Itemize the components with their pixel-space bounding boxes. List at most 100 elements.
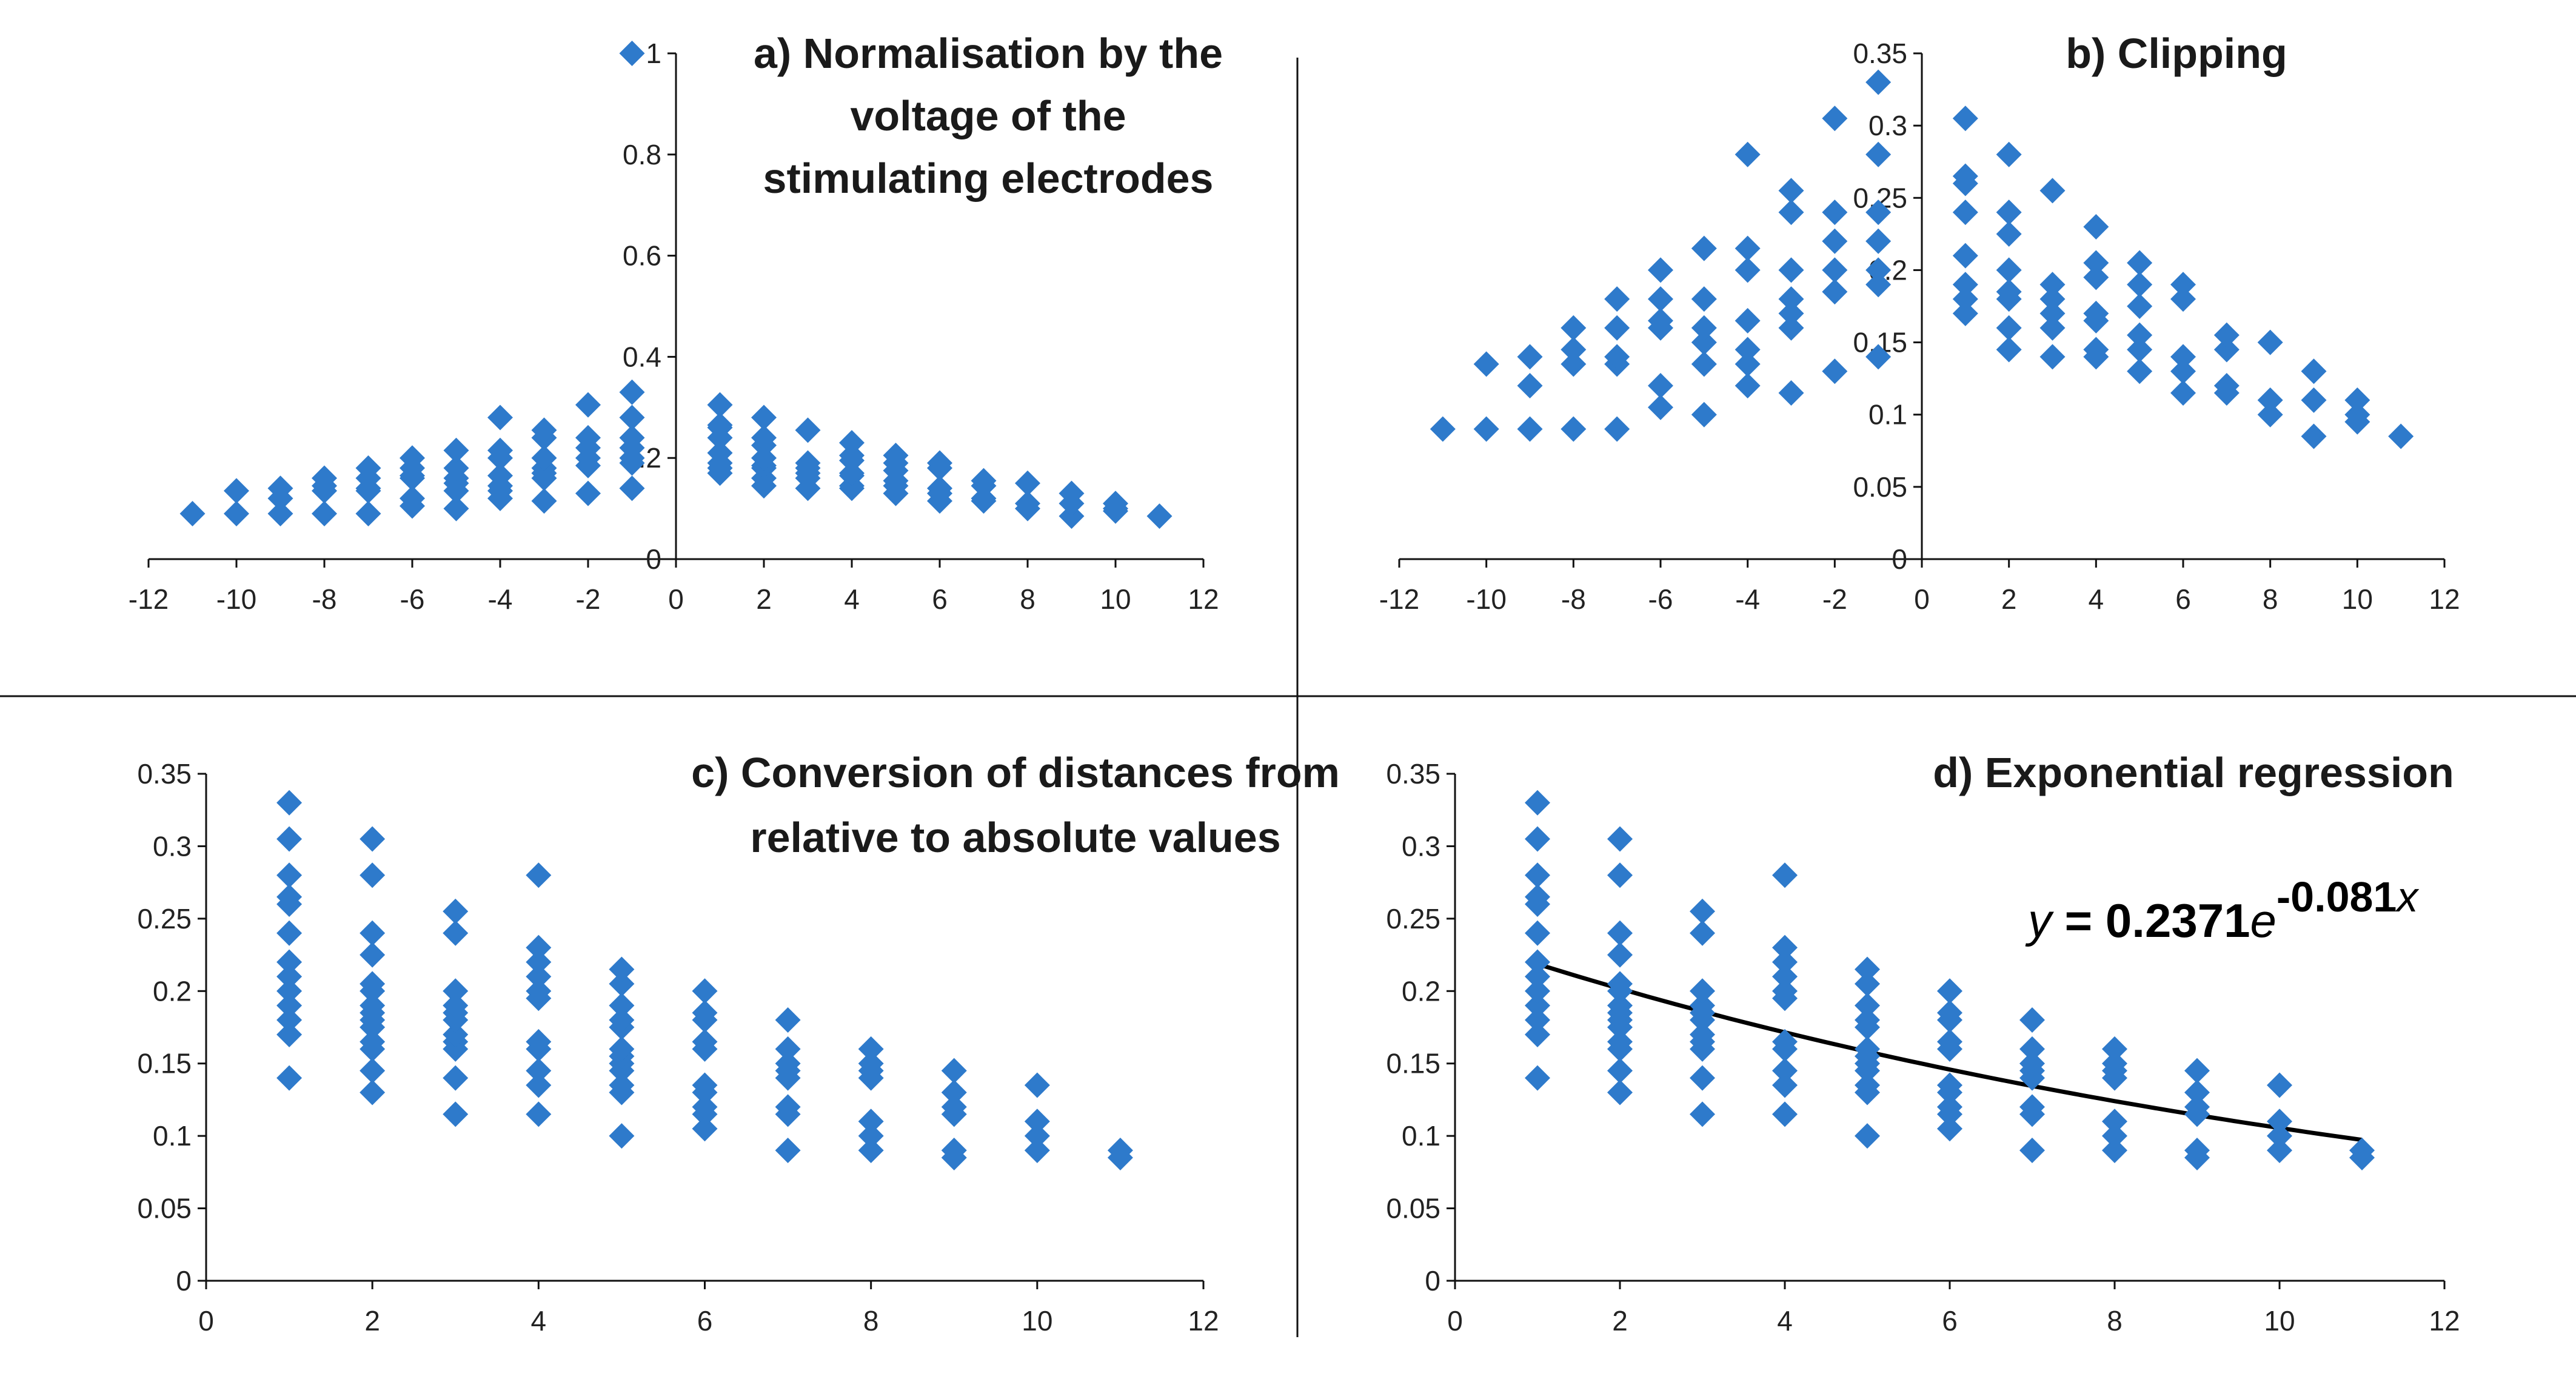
equation-y: y (2025, 894, 2054, 947)
data-point (1772, 1028, 1798, 1055)
data-point (360, 826, 386, 852)
y-tick-label: 0.4 (623, 341, 661, 372)
data-point (1690, 1021, 1715, 1047)
data-point (1604, 344, 1630, 370)
data-point (2083, 250, 2109, 276)
data-point (360, 862, 386, 888)
data-point (1146, 503, 1173, 529)
x-tick-label: 12 (2429, 583, 2460, 615)
data-point (609, 1123, 635, 1149)
data-point (1772, 964, 1798, 990)
data-point (1525, 993, 1550, 1019)
data-point (2102, 1036, 2127, 1062)
data-point (1855, 993, 1880, 1019)
data-point (1607, 826, 1633, 852)
data-point (224, 478, 249, 504)
data-point (2039, 344, 2066, 370)
data-point (276, 790, 303, 816)
x-tick-label: -4 (1735, 583, 1760, 615)
data-point (1778, 315, 1804, 341)
data-point (1865, 257, 1892, 283)
x-tick-label: -12 (129, 583, 169, 615)
x-tick-label: 4 (531, 1305, 547, 1337)
data-point (751, 404, 777, 431)
x-tick-label: 0 (1447, 1305, 1463, 1337)
data-point (1937, 1116, 1962, 1142)
data-point (619, 379, 645, 405)
x-tick-label: -10 (1466, 583, 1506, 615)
data-point (355, 455, 381, 481)
data-point (1517, 373, 1543, 399)
data-point (276, 884, 303, 910)
chart-d: 0 2 4 6 8 10 12 0 0.05 0.1 0.15 0.2 0.25 0.3 0.35 d) Ex… (1386, 749, 2460, 1337)
data-point (2170, 344, 2196, 370)
x-tick-label: 4 (2089, 583, 2104, 615)
data-point (360, 993, 386, 1019)
x-tick-label: 12 (1188, 583, 1219, 615)
data-point (1525, 949, 1550, 975)
data-point (609, 1072, 635, 1098)
data-point (487, 404, 513, 431)
data-point (526, 949, 552, 975)
data-point (2102, 1050, 2127, 1076)
data-point (2083, 337, 2109, 363)
exponential-trendline (1536, 962, 2363, 1142)
data-point (1952, 300, 1978, 326)
data-point (276, 1007, 303, 1033)
x-tick-label: 0 (198, 1305, 214, 1337)
data-point (526, 1072, 552, 1098)
data-point (443, 993, 469, 1019)
data-point (927, 450, 952, 476)
data-point (751, 424, 777, 451)
x-tick-label: 10 (2264, 1305, 2295, 1337)
y-tick-label: 0.25 (137, 903, 192, 934)
data-point (775, 1094, 801, 1120)
data-point (1772, 1101, 1798, 1127)
data-point (1822, 200, 1848, 226)
chart-title-line: c) Conversion of distances from (691, 749, 1340, 796)
chart-title-line: b) Clipping (2066, 30, 2287, 77)
data-point (1937, 1072, 1962, 1098)
data-point (1952, 286, 1978, 312)
data-point (941, 1138, 967, 1164)
data-point (1517, 344, 1543, 370)
data-point (692, 978, 718, 1004)
data-point (1996, 315, 2022, 341)
data-point (1604, 286, 1630, 312)
y-tick-label: 0.05 (137, 1193, 192, 1224)
data-point (400, 445, 425, 471)
data-point (2102, 1123, 2127, 1149)
data-point (276, 920, 303, 946)
data-point (2102, 1109, 2127, 1135)
data-point (2127, 250, 2153, 276)
data-point (1604, 315, 1630, 341)
data-point (619, 475, 645, 502)
data-point (775, 1007, 801, 1033)
data-point (1855, 1036, 1880, 1062)
data-point (1103, 491, 1128, 517)
data-point (1561, 351, 1587, 377)
y-tick-label: 0.1 (1868, 399, 1907, 431)
data-point (2039, 272, 2066, 298)
data-point (526, 934, 552, 961)
data-point (2213, 373, 2240, 399)
chart-title-line: relative to absolute values (750, 814, 1280, 861)
data-point (1561, 315, 1587, 341)
data-point (400, 485, 425, 511)
data-point (941, 1058, 967, 1084)
data-point (941, 1079, 967, 1106)
data-point (312, 465, 337, 491)
data-point (1937, 1000, 1962, 1026)
data-point (360, 920, 386, 946)
data-point (443, 455, 469, 481)
data-point (2267, 1123, 2292, 1149)
x-tick-label: -2 (1822, 583, 1847, 615)
data-point (526, 964, 552, 990)
data-point (1865, 272, 1892, 298)
x-tick-label: 0 (1914, 583, 1930, 615)
data-point (1691, 401, 1717, 428)
data-point (443, 1021, 469, 1047)
data-point (795, 417, 821, 443)
data-point (1855, 1123, 1880, 1149)
data-point (276, 1065, 303, 1091)
